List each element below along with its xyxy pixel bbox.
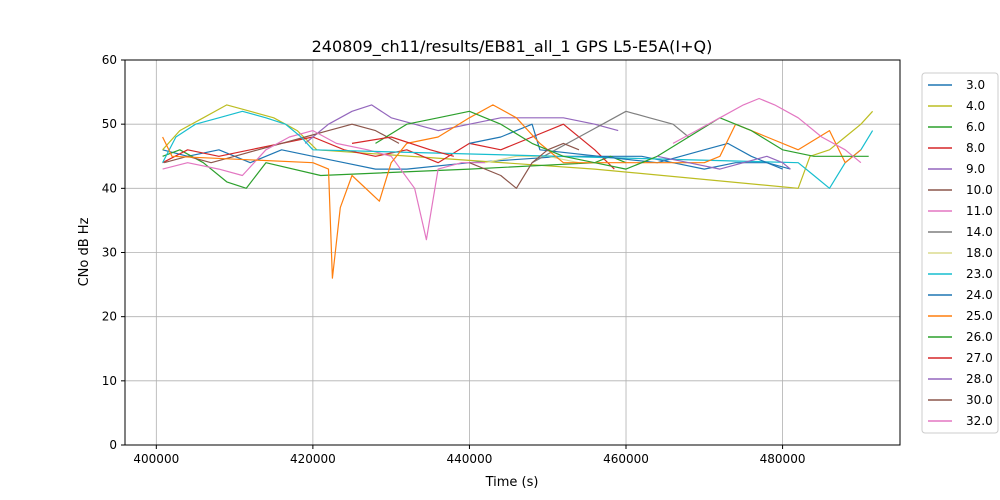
series-line-8-0 (162, 123, 615, 170)
series-line-32-0 (672, 97, 862, 164)
legend-label: 23.0 (966, 267, 993, 281)
legend-label: 18.0 (966, 246, 993, 260)
series-line-28-0 (657, 155, 791, 170)
legend-label: 24.0 (966, 288, 993, 302)
y-tick-label: 20 (102, 310, 117, 324)
x-axis-label: Time (s) (485, 475, 539, 490)
x-ticks: 400000 420000 440000 460000 480000 (133, 445, 805, 466)
series-line-10-0 (163, 123, 400, 164)
legend-label: 26.0 (966, 330, 993, 344)
y-tick-label: 50 (102, 117, 117, 131)
legend-label: 4.0 (966, 99, 985, 113)
legend-label: 6.0 (966, 120, 985, 134)
legend-box (921, 72, 999, 434)
y-tick-label: 30 (102, 246, 117, 260)
x-tick-label: 420000 (290, 452, 336, 466)
y-tick-label: 10 (102, 374, 117, 388)
series-line-30-0 (469, 142, 580, 189)
series-line-3-0 (162, 149, 791, 170)
x-tick-label: 480000 (760, 452, 806, 466)
legend-label: 8.0 (966, 141, 985, 155)
legend-label: 27.0 (966, 351, 993, 365)
series-line-27-0 (351, 136, 454, 157)
series-line-11-0 (162, 130, 486, 241)
series-line-23-0 (162, 110, 874, 189)
series-lines (162, 97, 874, 279)
legend-label: 9.0 (966, 162, 985, 176)
chart-title: 240809_ch11/results/EB81_all_1 GPS L5-E5… (312, 37, 713, 57)
y-ticks: 0 10 20 30 40 50 60 (102, 53, 125, 452)
legend: 3.0 4.0 6.0 8.0 9.0 10.0 11.0 14.0 18.0 23.0 24.0 2… (921, 72, 999, 434)
legend-label: 3.0 (966, 78, 985, 92)
y-axis-label: CNo dB Hz (77, 217, 92, 286)
legend-label: 14.0 (966, 225, 993, 239)
x-tick-label: 440000 (447, 452, 493, 466)
x-tick-label: 460000 (603, 452, 649, 466)
series-line-25-0 (162, 104, 862, 279)
legend-label: 11.0 (966, 204, 993, 218)
legend-label: 10.0 (966, 183, 993, 197)
series-line-14-0 (531, 110, 689, 164)
series-line-9-0 (304, 104, 619, 144)
series-line-26-0 (375, 110, 869, 170)
y-tick-label: 0 (109, 438, 117, 452)
legend-label: 32.0 (966, 414, 993, 428)
series-line-18-0 (484, 155, 580, 164)
legend-label: 30.0 (966, 393, 993, 407)
legend-label: 25.0 (966, 309, 993, 323)
y-tick-label: 40 (102, 181, 117, 195)
x-tick-label: 400000 (133, 452, 179, 466)
y-tick-label: 60 (102, 53, 117, 67)
legend-label: 28.0 (966, 372, 993, 386)
